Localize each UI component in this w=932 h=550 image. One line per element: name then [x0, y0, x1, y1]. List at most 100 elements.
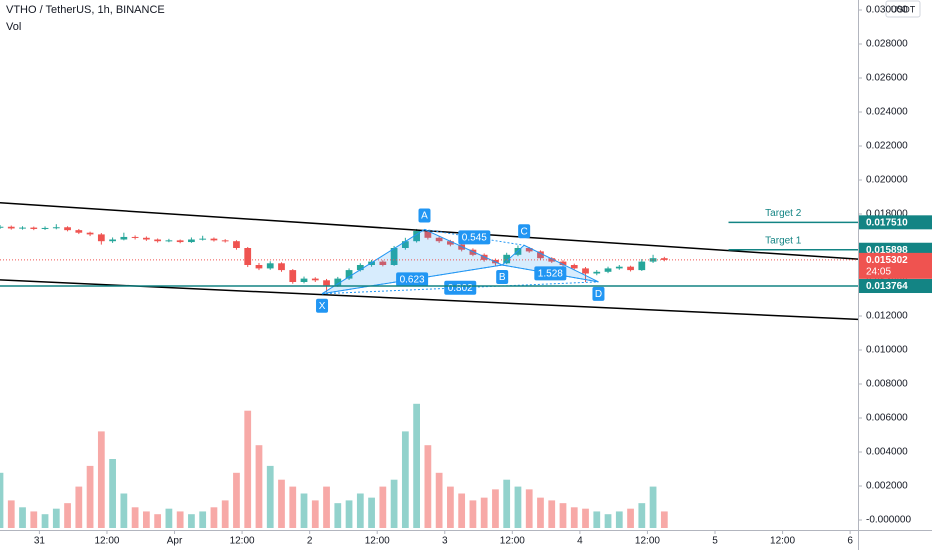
candle-body	[30, 227, 38, 229]
x-tick-label: 12:00	[500, 536, 525, 547]
candle-body	[75, 230, 83, 233]
volume-bar	[188, 514, 195, 528]
candle-body	[660, 258, 668, 260]
volume-bar	[199, 511, 207, 528]
volume-bar	[109, 459, 116, 528]
countdown: 24:05	[866, 267, 891, 278]
y-tick-label: 0.022000	[866, 141, 908, 152]
point-label: D	[595, 289, 602, 300]
x-tick-label: 12:00	[94, 536, 119, 547]
candle-body	[221, 240, 229, 242]
volume-bar	[97, 431, 105, 528]
y-tick-label: 0.006000	[866, 413, 908, 424]
point-box	[518, 224, 531, 239]
volume-bar	[278, 479, 285, 528]
y-tick-label: 0.004000	[866, 447, 908, 458]
candle-body	[7, 226, 15, 229]
volume-bar	[559, 503, 567, 528]
ratio-box	[534, 266, 567, 281]
ratio-box	[444, 280, 477, 295]
volume-bar	[435, 472, 443, 528]
volume-bar	[86, 465, 94, 528]
candle-body	[570, 265, 578, 269]
x-tick-label: 12:00	[230, 536, 255, 547]
candle-body	[300, 278, 308, 282]
volume-bar	[334, 503, 342, 528]
last-price-label: 0.015302	[866, 255, 908, 266]
candle-body	[165, 240, 173, 242]
volume-bar	[52, 508, 60, 528]
volume-bar	[514, 486, 522, 528]
candle-body	[458, 244, 466, 250]
x-tick-label: 12:00	[365, 536, 390, 547]
volume-bar	[593, 511, 601, 528]
y-tick-label: 0.012000	[866, 311, 908, 322]
x-tick-label: 2	[307, 536, 313, 547]
y-tick-label: 0.018000	[866, 209, 908, 220]
volume-bar	[413, 403, 420, 528]
volume-bar	[165, 508, 173, 528]
point-label: A	[421, 211, 428, 222]
volume-bar	[289, 486, 297, 528]
trend-line	[0, 201, 859, 260]
volume-bar	[300, 493, 308, 528]
volume-title: Vol	[6, 21, 21, 33]
candle-body	[278, 263, 285, 271]
ratio-label: 0.802	[448, 283, 473, 294]
volume-bar	[255, 445, 263, 528]
volume-bar	[345, 500, 353, 528]
volume-bar	[244, 410, 252, 528]
pattern-ratio-line	[424, 228, 525, 246]
y-tick-label: 0.024000	[866, 107, 908, 118]
volume-bar	[210, 507, 218, 528]
candle-body	[593, 271, 601, 274]
volume-bar	[368, 497, 375, 528]
candle-body	[356, 265, 364, 271]
candle-body	[199, 238, 207, 240]
volume-bar	[266, 465, 274, 528]
x-tick-label: 12:00	[770, 536, 795, 547]
x-tick-label: 31	[34, 536, 46, 547]
level-label-box	[859, 279, 932, 294]
candle-body	[615, 266, 623, 269]
candle-body	[582, 268, 589, 274]
ratio-label: 0.623	[400, 275, 425, 286]
candle-body	[41, 227, 49, 229]
volume-bar	[469, 500, 477, 528]
candle-body	[537, 251, 544, 259]
volume-bar	[660, 511, 668, 528]
y-tick-label: 0.020000	[866, 175, 908, 186]
x-tick-label: 3	[442, 536, 448, 547]
level-name: Target 1	[765, 235, 802, 246]
candle-body	[323, 280, 330, 286]
point-box	[592, 286, 605, 301]
pattern-ratio-line	[321, 264, 503, 295]
candle-body	[266, 263, 274, 269]
candle-body	[413, 231, 420, 242]
candle-body	[120, 236, 128, 240]
ratio-label: 0.545	[462, 233, 487, 244]
y-tick-label: 0.002000	[866, 481, 908, 492]
volume-bar	[548, 500, 556, 528]
volume-bar	[570, 507, 578, 528]
point-label: B	[499, 272, 506, 283]
volume-bar	[311, 500, 319, 528]
volume-bar	[615, 511, 623, 528]
candle-body	[638, 261, 646, 271]
candle-body	[52, 227, 60, 229]
candle-body	[649, 258, 657, 262]
volume-bar	[356, 493, 364, 528]
x-tick-label: 5	[712, 536, 718, 547]
volume-bar	[221, 500, 229, 528]
candle-body	[0, 226, 4, 228]
ratio-box	[458, 230, 491, 245]
candle-body	[390, 248, 398, 265]
last-price-box	[859, 252, 932, 279]
candle-body	[345, 270, 353, 279]
volume-bar	[323, 486, 330, 528]
candle-body	[503, 254, 511, 264]
candle-body	[289, 270, 297, 282]
volume-bar	[233, 472, 240, 528]
point-label: C	[521, 226, 528, 237]
candle-body	[604, 268, 612, 272]
